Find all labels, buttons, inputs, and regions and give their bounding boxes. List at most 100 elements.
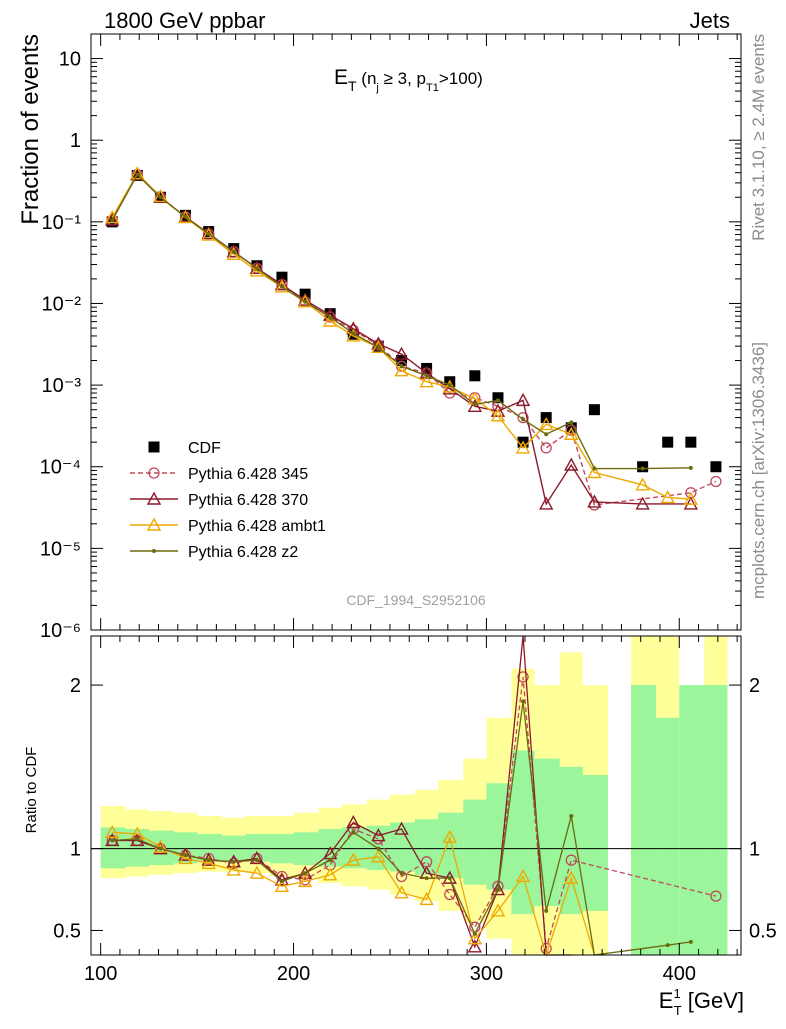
ratio-uncertainty-bands — [100, 636, 728, 955]
x-tick-label: 400 — [663, 963, 696, 985]
data-point-4 — [279, 284, 284, 289]
ratio-band-inner — [415, 819, 439, 875]
ratio-y-tick-label-right: 0.5 — [749, 920, 777, 942]
data-point-2 — [419, 365, 434, 379]
ratio-y-tick-label: 2 — [70, 675, 81, 697]
data-point-0 — [710, 461, 722, 473]
data-point-3 — [490, 408, 506, 422]
ratio-point-2 — [346, 852, 361, 866]
ratio-point-3 — [544, 908, 549, 913]
data-point-4 — [135, 172, 140, 177]
ratio-point-2 — [490, 903, 506, 917]
data-point-1 — [710, 475, 722, 488]
ratio-point-3 — [399, 871, 404, 876]
series-line-3 — [111, 172, 691, 500]
legend: CDF Pythia 6.428 345 Pythia 6.428 370 Pythi… — [130, 440, 326, 561]
ratio-band-inner — [656, 717, 680, 955]
ratio-point-1 — [490, 882, 506, 896]
data-point-3 — [274, 279, 290, 293]
data-point-4 — [303, 299, 308, 304]
ratio-y-tick-label: 1 — [70, 839, 81, 861]
ratio-band-inner — [679, 685, 705, 955]
data-point-3 — [419, 374, 434, 388]
x-axis-label: E1 T [GeV] — [659, 986, 744, 1018]
data-point-4 — [351, 331, 356, 336]
legend-marker — [146, 491, 162, 505]
ratio-point-2 — [394, 885, 409, 899]
side-label-mcplots: mcplots.cern.ch [arXiv:1306.3436] — [749, 342, 768, 599]
ratio-plot-frame — [90, 635, 742, 956]
ratio-point-0 — [710, 890, 722, 902]
data-point-3 — [105, 210, 120, 224]
ratio-point-3 — [495, 887, 500, 892]
y-tick-label: 10⁻⁶ — [40, 620, 81, 642]
data-point-4 — [399, 364, 404, 369]
y-tick-label: 10⁻¹ — [42, 212, 82, 234]
ratio-point-3 — [376, 846, 381, 851]
ratio-point-3 — [110, 838, 115, 843]
data-point-3 — [130, 166, 145, 180]
data-point-2 — [467, 398, 483, 412]
ratio-point-1 — [467, 939, 483, 953]
ratio-point-3 — [351, 830, 356, 835]
data-point-3 — [297, 294, 313, 308]
legend-marker — [148, 467, 160, 479]
data-point-4 — [592, 466, 597, 471]
data-point-4 — [544, 432, 549, 437]
y-tick-label: 10⁻⁴ — [40, 457, 81, 479]
data-point-4 — [447, 383, 452, 388]
ratio-point-2 — [564, 870, 579, 884]
data-point-0 — [492, 392, 504, 404]
data-point-4 — [376, 345, 381, 350]
data-point-2 — [105, 212, 120, 226]
ratio-band-inner — [245, 833, 271, 862]
legend-label: Pythia 6.428 345 — [188, 466, 308, 483]
ratio-band-inner — [100, 827, 126, 869]
legend-marker — [148, 441, 160, 453]
data-point-4 — [688, 465, 693, 470]
y-tick-label: 10⁻³ — [42, 375, 82, 397]
ratio-point-3 — [688, 939, 693, 944]
ratio-point-3 — [183, 853, 188, 858]
ratio-band-inner — [559, 766, 583, 915]
y-tick-label: 10⁻⁵ — [40, 538, 81, 560]
ratio-point-1 — [394, 821, 409, 835]
data-point-0 — [396, 355, 408, 367]
ratio-point-0 — [444, 888, 456, 901]
data-point-4 — [231, 249, 236, 254]
ratio-band-inner — [438, 812, 464, 879]
data-point-4 — [206, 231, 211, 236]
data-point-3 — [660, 490, 675, 504]
ratio-band-inner — [704, 685, 728, 955]
ratio-point-1 — [297, 865, 313, 879]
axis-ticks: 100 200 300 400 10 1 10⁻¹ 10⁻² 10⁻³ 10⁻⁴ 10⁻⁵ 10⁻⁶ 0… — [40, 34, 777, 985]
data-point-3 — [539, 416, 554, 431]
ratio-point-1 — [249, 851, 265, 865]
data-point-3 — [322, 313, 338, 327]
data-point-0 — [276, 271, 288, 283]
watermark-label: CDF_1994_S2952106 — [346, 592, 486, 608]
data-point-4 — [569, 420, 574, 425]
data-point-1 — [517, 411, 529, 424]
data-point-3 — [153, 188, 168, 203]
main-plot-frame — [90, 33, 742, 631]
data-point-0 — [685, 436, 697, 448]
data-point-3 — [515, 440, 531, 454]
ratio-point-0 — [517, 671, 529, 683]
ratio-point-3 — [231, 859, 236, 864]
data-point-2 — [587, 494, 602, 508]
data-point-4 — [328, 315, 333, 320]
ratio-point-3 — [135, 836, 140, 841]
ratio-point-2 — [249, 865, 265, 879]
data-point-3 — [587, 465, 602, 479]
ratio-point-2 — [322, 867, 338, 881]
data-point-2 — [515, 392, 531, 407]
data-point-2 — [539, 496, 554, 510]
data-point-3 — [635, 477, 650, 491]
side-label-rivet: Rivet 3.1.10, ≥ 2.4M events — [749, 34, 768, 241]
ratio-band-inner — [631, 685, 657, 955]
ratio-band-inner — [463, 799, 487, 885]
ratio-point-3 — [569, 813, 574, 818]
data-point-2 — [635, 496, 650, 510]
